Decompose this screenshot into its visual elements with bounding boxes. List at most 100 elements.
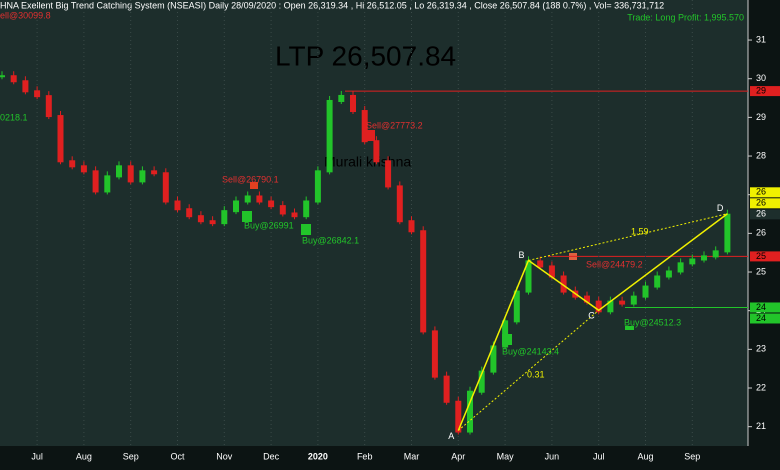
price-box-label: 24 — [756, 313, 766, 323]
candle — [268, 200, 275, 208]
x-tick-label: Jul — [31, 451, 43, 461]
candle — [701, 255, 707, 261]
y-tick-label: 25 — [756, 266, 766, 276]
candle — [361, 110, 368, 143]
candle — [513, 290, 520, 323]
candle — [303, 200, 310, 218]
candle — [455, 400, 462, 433]
x-tick-label: May — [497, 451, 515, 461]
price-box — [750, 302, 780, 313]
candle — [595, 300, 602, 313]
x-tick-label: Nov — [216, 451, 233, 461]
y-tick-label: 31 — [756, 34, 766, 44]
candle — [45, 95, 52, 118]
candle — [724, 213, 731, 253]
x-tick-label: Mar — [404, 451, 420, 461]
candle — [712, 250, 719, 258]
price-box — [750, 209, 780, 220]
buy-box — [625, 326, 634, 330]
y-tick-label: 26 — [756, 228, 766, 238]
buy-arrow — [242, 211, 252, 222]
candle — [151, 170, 158, 175]
candle — [256, 195, 263, 203]
y-tick-label: 30 — [756, 73, 766, 83]
candle — [80, 165, 87, 173]
candle — [385, 160, 392, 188]
candle — [314, 170, 321, 203]
candle — [244, 195, 251, 203]
candle — [607, 300, 614, 313]
pattern-point-label: C — [588, 311, 595, 321]
sell-arrow — [365, 130, 375, 141]
pattern-point-label: D — [717, 203, 724, 213]
candle — [291, 212, 298, 218]
annotation: Buy@26842.1 — [302, 235, 359, 245]
y-tick-label: 23 — [756, 344, 766, 354]
price-box-label: 29 — [756, 85, 766, 95]
candle — [197, 215, 204, 223]
ltp-label: LTP 26,507.84 — [275, 40, 456, 71]
price-box-label: 26 — [756, 198, 766, 208]
x-tick-label: Feb — [357, 451, 373, 461]
x-tick-label: 2020 — [308, 451, 328, 461]
x-tick-label: Sep — [123, 451, 139, 461]
candle — [443, 375, 450, 403]
candle — [116, 165, 122, 178]
price-box-label: 26 — [756, 209, 766, 219]
x-tick-label: Apr — [451, 451, 465, 461]
candle — [396, 185, 403, 223]
candle — [92, 170, 99, 193]
annotation: Sell@26790.1 — [222, 174, 279, 184]
chart-title: HNA Exellent Big Trend Catching System (… — [0, 0, 664, 10]
candle — [127, 165, 134, 183]
candle — [560, 275, 567, 293]
candle — [373, 140, 380, 163]
candle — [350, 94, 356, 113]
annotation: Sell@27773.2 — [366, 120, 423, 130]
annotation: 0218.1 — [0, 112, 28, 122]
subtitle: Trade: Long Profit: 1,995.570 — [627, 12, 744, 22]
annotation: Buy@26991 — [244, 220, 294, 230]
x-tick-label: Oct — [170, 451, 185, 461]
x-tick-label: Jul — [593, 451, 605, 461]
annotation: 1.59 — [631, 226, 649, 236]
candle — [0, 75, 5, 78]
price-box — [750, 198, 780, 209]
buy-arrow — [301, 224, 311, 235]
candle — [490, 345, 497, 373]
annotation: Buy@24512.3 — [624, 317, 681, 327]
annotation: Sell@24479.2 — [586, 259, 643, 269]
y-tick-label: 28 — [756, 150, 766, 160]
y-tick-label: 21 — [756, 421, 766, 431]
candle — [233, 200, 239, 213]
y-tick-label: 22 — [756, 382, 766, 392]
candle — [478, 370, 485, 393]
candle — [338, 94, 345, 102]
candle — [104, 175, 111, 193]
candle — [57, 115, 64, 163]
candle — [139, 170, 146, 183]
annotation: ell@30099.8 — [0, 10, 51, 20]
y-axis-band — [748, 0, 780, 470]
price-box — [750, 86, 780, 97]
candle — [665, 270, 672, 278]
candle — [619, 300, 626, 305]
candle — [22, 80, 29, 93]
price-box — [750, 187, 780, 198]
candle — [186, 208, 193, 218]
candle — [326, 99, 333, 173]
candle — [654, 275, 661, 288]
candle — [584, 295, 590, 303]
price-box — [750, 313, 780, 324]
x-tick-label: Jun — [545, 451, 560, 461]
pattern-point-label: B — [518, 250, 524, 260]
candle — [209, 220, 216, 225]
candle — [689, 258, 696, 265]
candle — [467, 390, 473, 433]
candle — [69, 160, 76, 168]
price-box-label: 24 — [756, 302, 766, 312]
pattern-line — [457, 213, 728, 431]
price-box-label: 26 — [756, 187, 766, 197]
x-axis-band — [0, 446, 780, 470]
